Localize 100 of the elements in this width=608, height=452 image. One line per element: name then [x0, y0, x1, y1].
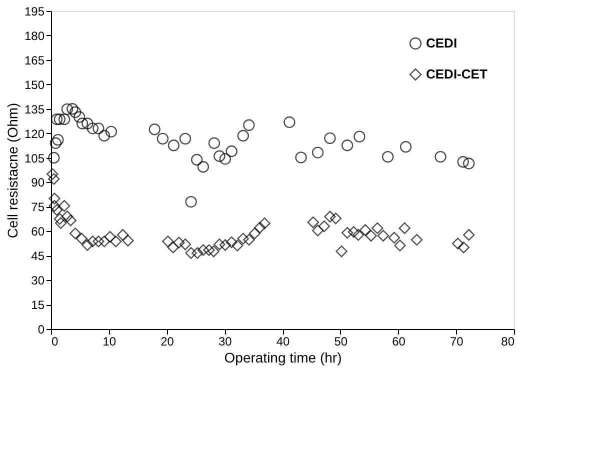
- point: [50, 204, 63, 216]
- point: [48, 173, 60, 185]
- x-tick-label: 40: [276, 334, 290, 348]
- point: [173, 236, 185, 248]
- point: [98, 130, 110, 142]
- y-tick-label: 150: [24, 78, 45, 92]
- point: [354, 130, 366, 142]
- point: [122, 234, 134, 246]
- y-tick-label: 45: [31, 249, 45, 264]
- point: [58, 113, 70, 126]
- point: [52, 134, 64, 146]
- point: [76, 232, 88, 244]
- point: [203, 244, 215, 256]
- point: [48, 200, 60, 212]
- y-tick-label: 60: [31, 224, 45, 239]
- point: [110, 236, 122, 248]
- point: [156, 132, 169, 145]
- point: [168, 140, 180, 152]
- x-tick-label: 10: [102, 334, 116, 348]
- point: [434, 150, 446, 163]
- y-axis-title: Cell resistacne (Ohm): [4, 102, 20, 238]
- point: [398, 222, 410, 234]
- point: [254, 222, 266, 234]
- y-tick-label: 120: [24, 126, 45, 141]
- point: [92, 122, 104, 134]
- point: [243, 234, 255, 246]
- point: [66, 103, 78, 115]
- point: [463, 158, 475, 170]
- y-tick-label: 75: [31, 200, 45, 214]
- point: [258, 217, 270, 230]
- point: [463, 229, 475, 241]
- point: [394, 240, 406, 252]
- point: [167, 242, 179, 254]
- point: [82, 118, 94, 130]
- point: [457, 156, 469, 168]
- legend-label: CEDI-CET: [426, 66, 488, 82]
- point: [179, 132, 192, 145]
- point: [382, 150, 394, 163]
- point: [50, 137, 62, 149]
- point: [312, 146, 324, 158]
- point: [452, 238, 464, 250]
- point: [341, 226, 354, 239]
- point: [104, 231, 116, 243]
- x-tick-label: 70: [450, 334, 464, 348]
- point: [191, 154, 203, 166]
- point: [64, 214, 77, 226]
- y-tick-label: 105: [24, 151, 45, 166]
- point: [148, 124, 160, 136]
- point: [458, 242, 470, 254]
- point: [219, 153, 232, 165]
- x-axis-title: Operating time (hr): [224, 350, 342, 366]
- point: [237, 130, 249, 142]
- point: [208, 137, 220, 149]
- point: [352, 229, 364, 241]
- point: [46, 168, 58, 180]
- point: [54, 217, 67, 229]
- y-tick-label: 165: [24, 53, 45, 68]
- point: [324, 210, 336, 222]
- x-tick-label: 30: [218, 334, 232, 348]
- point: [208, 246, 220, 258]
- point: [284, 116, 296, 128]
- point: [226, 145, 238, 158]
- point: [185, 247, 197, 259]
- point: [48, 152, 60, 164]
- point: [312, 224, 324, 236]
- point: [54, 213, 66, 225]
- point: [116, 229, 129, 241]
- point: [61, 103, 74, 116]
- y-tick-label: 15: [31, 298, 45, 312]
- point: [226, 236, 238, 248]
- point: [74, 111, 86, 123]
- point: [185, 196, 197, 208]
- point: [82, 239, 94, 251]
- point: [219, 239, 232, 251]
- point: [54, 113, 66, 126]
- point: [214, 150, 226, 162]
- point: [324, 132, 336, 144]
- point: [248, 228, 261, 240]
- point: [98, 236, 110, 248]
- point: [162, 236, 174, 248]
- point: [318, 220, 330, 232]
- point: [58, 200, 70, 212]
- point: [179, 238, 192, 250]
- point: [307, 216, 320, 228]
- point: [359, 224, 372, 236]
- point: [400, 141, 412, 153]
- point: [69, 228, 82, 240]
- y-tick-label: 180: [24, 28, 45, 43]
- point: [86, 122, 99, 134]
- point: [197, 244, 210, 256]
- point: [69, 106, 82, 118]
- point: [214, 238, 226, 250]
- x-tick-label: 0: [52, 334, 58, 348]
- y-tick-label: 90: [31, 176, 45, 190]
- point: [92, 236, 104, 248]
- x-tick-label: 60: [392, 334, 406, 348]
- point: [410, 234, 423, 246]
- point: [348, 226, 360, 238]
- point: [341, 140, 354, 152]
- legend-label: CEDI: [426, 36, 458, 50]
